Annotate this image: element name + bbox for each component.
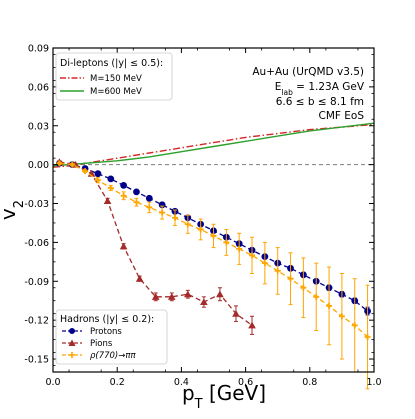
point-pions <box>103 197 112 204</box>
point-770 <box>107 184 114 191</box>
legend-dileptons-title: Di-leptons (|y| ≤ 0.5): <box>60 58 163 69</box>
point-pions <box>216 290 224 298</box>
point-pions <box>151 293 160 300</box>
legend-protons-label: Protons <box>90 327 122 337</box>
point-770 <box>184 221 191 228</box>
annotation-line-3: 6.6 ≤ b ≤ 8.1 fm <box>276 96 364 108</box>
point-770 <box>210 232 217 239</box>
y-tick-label: -0.06 <box>24 238 49 249</box>
point-770 <box>236 245 243 252</box>
legend-hadrons: Hadrons (|y| ≤ 0.2): Protons Pions ρ(770… <box>55 309 168 365</box>
x-tick-label: 0.0 <box>45 377 60 388</box>
legend-m150-label: M=150 MeV <box>90 74 142 84</box>
series-line-m-600-mev <box>52 122 375 167</box>
y-tick-label: 0.06 <box>28 82 49 93</box>
legend-protons-marker <box>69 328 75 334</box>
x-tick-label: 0.6 <box>238 377 253 388</box>
legend-hadrons-title: Hadrons (|y| ≤ 0.2): <box>60 314 154 325</box>
series-770 <box>56 160 371 390</box>
annotation-block: Au+Au (UrQMD v3.5) Elab = 1.23A GeV 6.6 … <box>252 66 364 122</box>
point-770 <box>261 260 268 267</box>
legend-m600-label: M=600 MeV <box>90 87 142 97</box>
point-770 <box>56 160 63 167</box>
point-pions <box>184 290 192 298</box>
annotation-line-2: Elab = 1.23A GeV <box>275 81 365 97</box>
point-protons <box>120 181 128 189</box>
axis-layer: 0.0 0.2 0.4 0.6 0.8 1.0 0.09 0.06 0.03 0.00 -0.03 -… <box>24 44 381 389</box>
y-axis-title: v2 <box>0 200 27 220</box>
annotation-line-4: CMF EoS <box>319 110 365 122</box>
point-770 <box>223 239 230 246</box>
point-770 <box>197 226 204 233</box>
y-tick-label: 0.09 <box>28 44 49 55</box>
point-pions <box>135 274 144 282</box>
point-770 <box>94 177 101 184</box>
y-tick-label: -0.12 <box>24 316 49 327</box>
x-axis-title: pT [GeV] <box>182 381 266 412</box>
point-pions <box>167 293 176 300</box>
point-770 <box>133 199 140 206</box>
point-770 <box>82 168 89 175</box>
point-770 <box>120 192 127 199</box>
y-tick-label: 0.03 <box>28 121 49 132</box>
x-tick-label: 1.0 <box>366 377 381 388</box>
point-pions <box>232 309 240 317</box>
point-770 <box>171 214 178 221</box>
point-770 <box>351 322 358 329</box>
legend-pions-marker <box>68 339 76 346</box>
point-770 <box>313 293 320 300</box>
y-tick-label: -0.15 <box>24 355 49 366</box>
x-tick-label: 0.8 <box>302 377 317 388</box>
point-770 <box>326 302 333 309</box>
point-770 <box>287 275 294 282</box>
annotation-line-1: Au+Au (UrQMD v3.5) <box>252 66 364 78</box>
legend-dileptons-box <box>55 52 173 101</box>
point-770 <box>300 284 307 291</box>
legend-rho-label: ρ(770)→ππ <box>90 351 136 361</box>
legend-rho-marker <box>69 352 75 358</box>
point-pions <box>248 321 256 329</box>
point-770 <box>249 252 256 259</box>
legend-hadrons-box <box>55 309 168 365</box>
point-770 <box>274 267 281 274</box>
x-tick-label: 0.4 <box>174 377 189 388</box>
legend-pions-label: Pions <box>90 339 113 349</box>
point-protons <box>145 194 153 202</box>
point-770 <box>69 161 76 168</box>
point-pions <box>119 242 128 250</box>
legend-dileptons: Di-leptons (|y| ≤ 0.5): M=150 MeV M=600 … <box>55 52 173 101</box>
y-tick-label: -0.09 <box>24 277 49 288</box>
y-tick-label: -0.03 <box>24 199 49 210</box>
series-layer <box>52 122 375 390</box>
series-m-600-mev <box>52 122 375 167</box>
x-tick-label: 0.2 <box>110 377 125 388</box>
point-protons <box>133 188 140 196</box>
point-770 <box>364 334 371 341</box>
point-protons <box>107 175 115 183</box>
point-770 <box>146 204 153 211</box>
y-tick-label: 0.00 <box>28 160 49 171</box>
point-protons <box>94 170 102 178</box>
point-770 <box>338 313 345 320</box>
point-pions <box>200 298 208 306</box>
point-770 <box>159 209 166 216</box>
